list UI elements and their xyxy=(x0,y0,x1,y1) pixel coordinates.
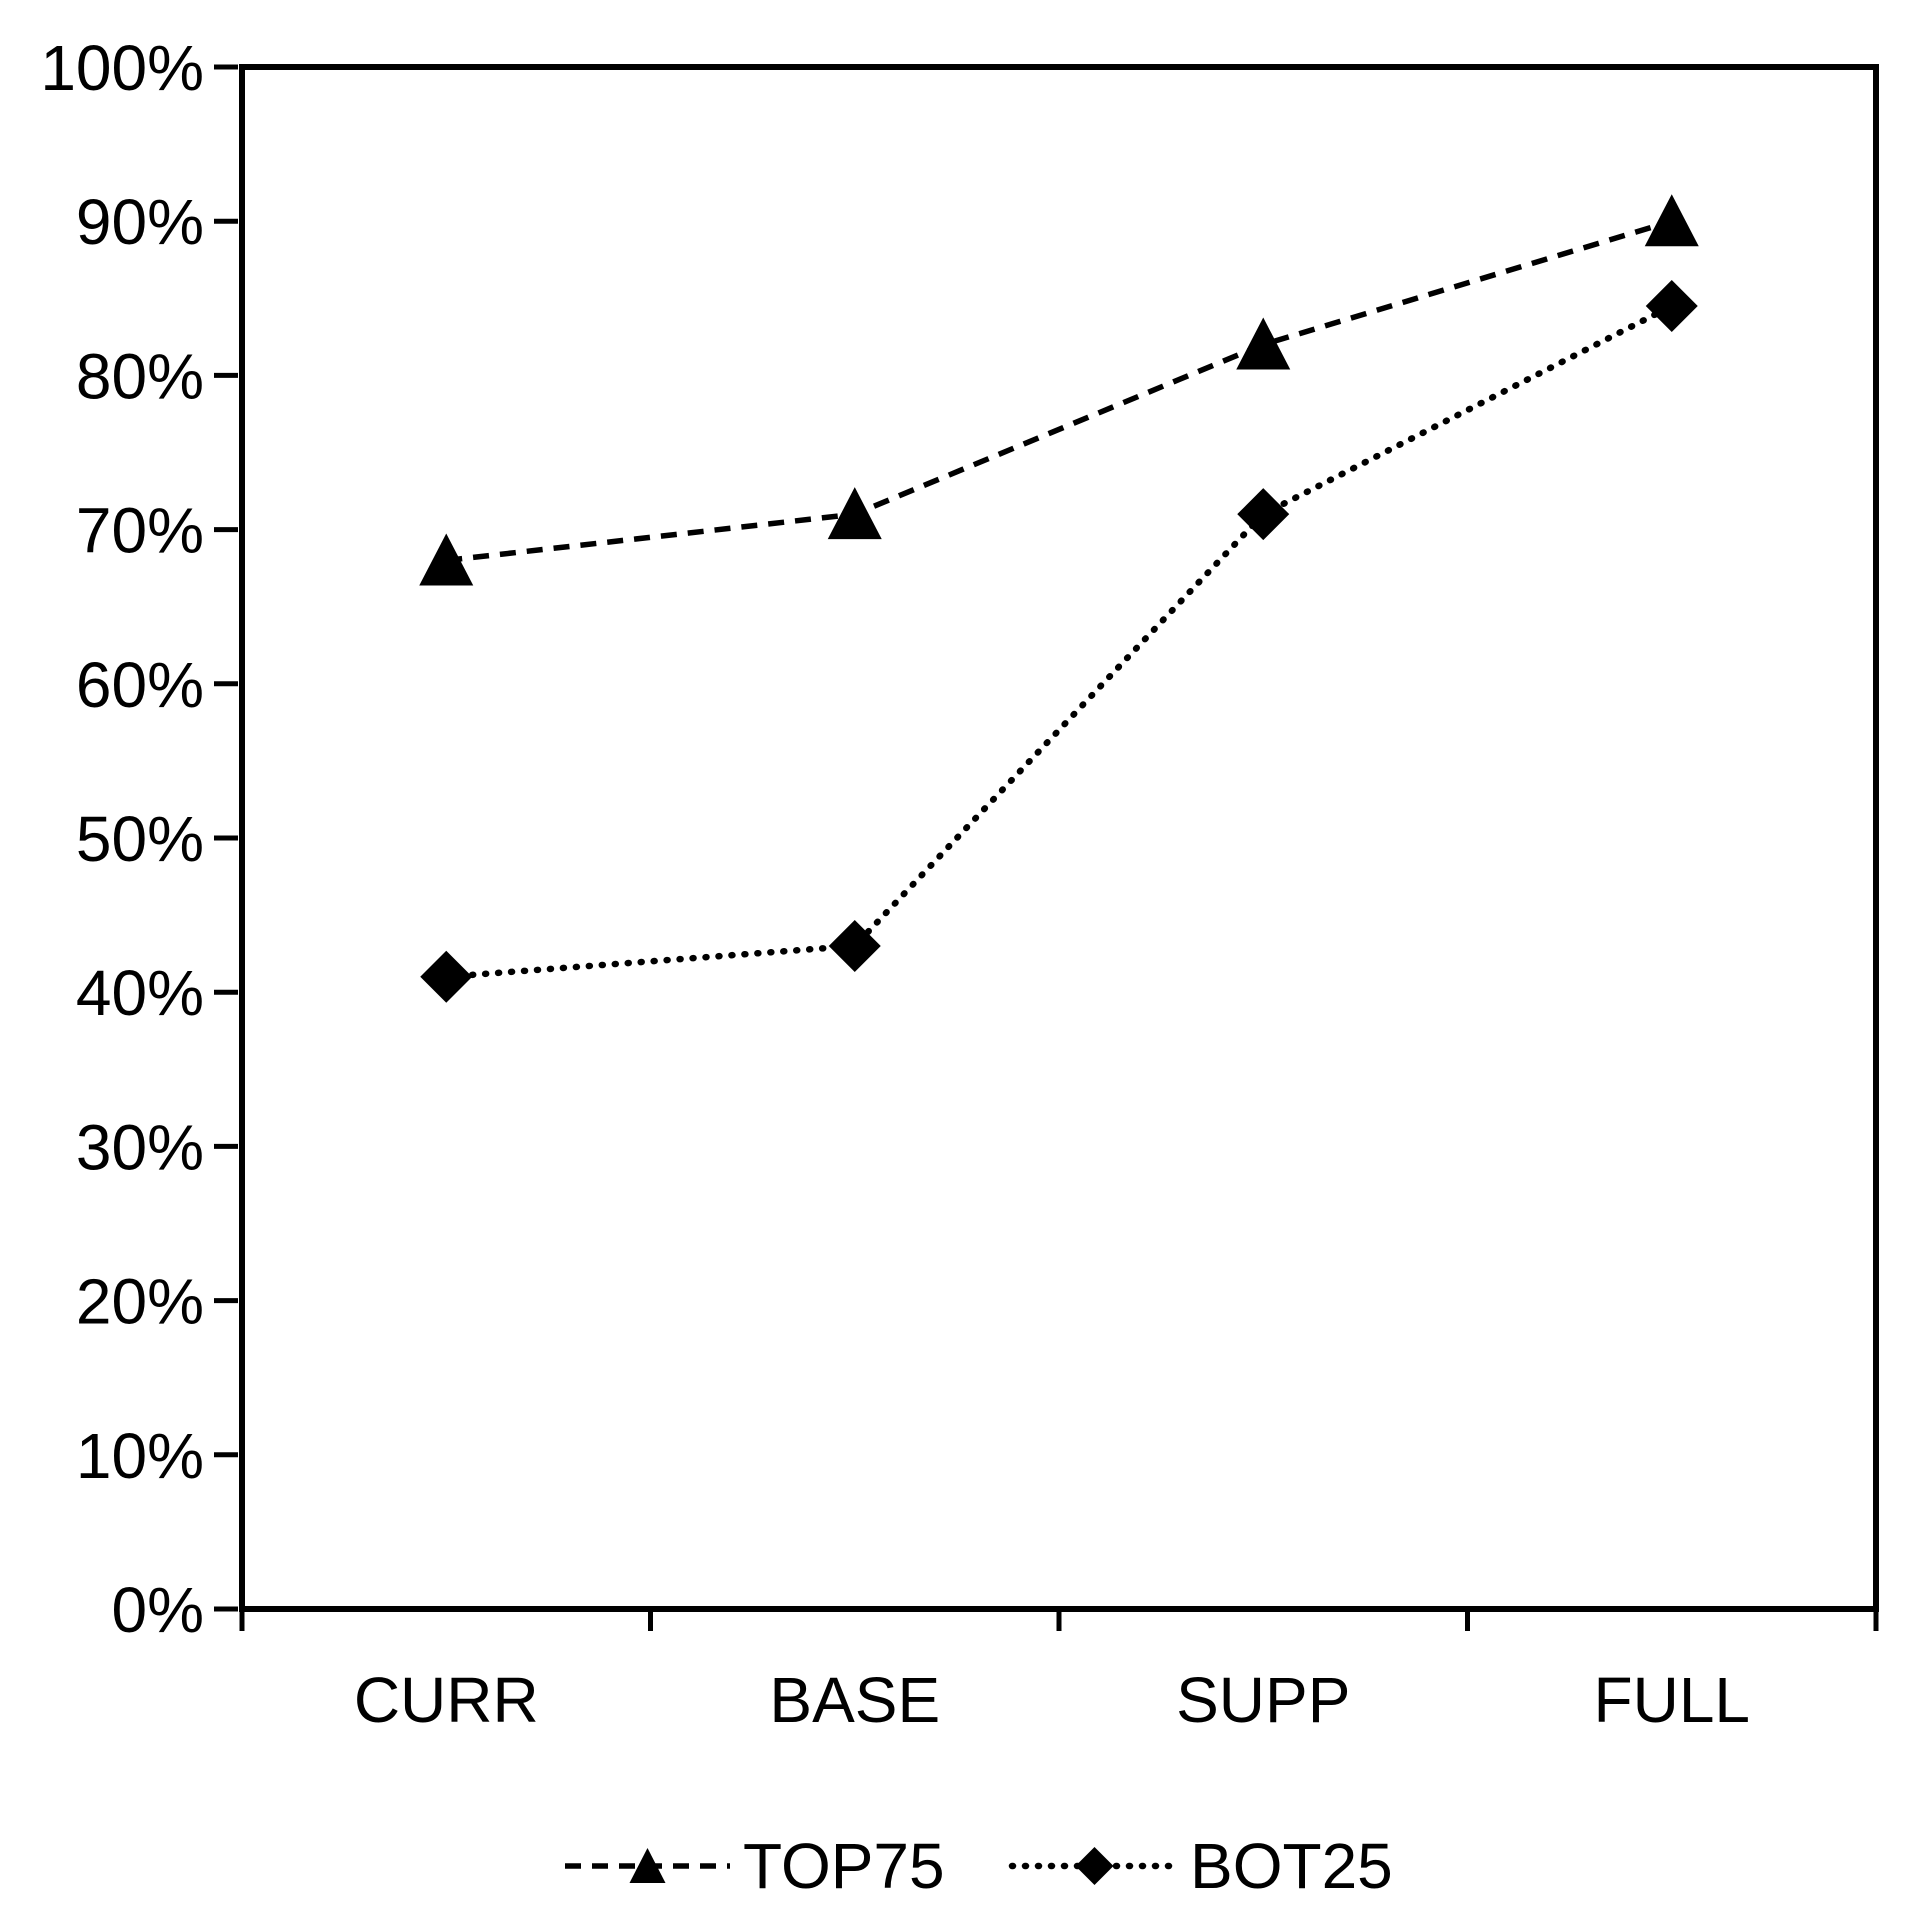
y-tick-label: 20% xyxy=(76,1266,204,1338)
series-top75 xyxy=(419,194,1699,586)
diamond-marker-icon xyxy=(1645,280,1698,333)
y-tick-label: 80% xyxy=(76,340,204,412)
legend-label-bot25: BOT25 xyxy=(1190,1830,1393,1902)
series-layer xyxy=(419,194,1699,1003)
y-tick-label: 90% xyxy=(76,186,204,258)
legend-label-top75: TOP75 xyxy=(743,1830,945,1902)
triangle-marker-icon xyxy=(1236,317,1291,370)
diamond-marker-icon xyxy=(1075,1847,1114,1885)
x-category-label: BASE xyxy=(769,1664,940,1736)
y-tick-label: 0% xyxy=(112,1574,205,1646)
x-category-label: CURR xyxy=(354,1664,539,1736)
triangle-marker-icon xyxy=(1644,194,1699,247)
triangle-marker-icon xyxy=(827,487,882,540)
legend-item-top75: TOP75 xyxy=(565,1830,945,1902)
y-tick-label: 10% xyxy=(76,1420,204,1492)
series-line-top75 xyxy=(445,218,1673,564)
y-tick-label: 40% xyxy=(76,957,204,1029)
triangle-marker-icon xyxy=(629,1848,666,1883)
diamond-marker-icon xyxy=(1237,488,1290,541)
x-axis: CURR BASE SUPP FULL xyxy=(239,1609,1879,1736)
y-tick-label: 100% xyxy=(40,32,204,104)
series-bot25 xyxy=(420,280,1698,1003)
x-category-label: SUPP xyxy=(1176,1664,1350,1736)
y-tick-label: 60% xyxy=(76,649,204,721)
series-line-bot25 xyxy=(443,302,1675,981)
diamond-marker-icon xyxy=(420,950,473,1003)
plot-area-border xyxy=(239,64,1879,1612)
y-tick-label: 30% xyxy=(76,1111,204,1183)
y-axis: 0% 10% 20% 30% 40% 50% 60% 70% 80% 90% 100% xyxy=(40,32,238,1646)
legend: TOP75 BOT25 xyxy=(565,1830,1393,1902)
triangle-marker-icon xyxy=(419,533,474,586)
diamond-marker-icon xyxy=(828,919,881,972)
y-tick-label: 70% xyxy=(76,495,204,567)
legend-item-bot25: BOT25 xyxy=(1008,1830,1393,1902)
y-tick-label: 50% xyxy=(76,803,204,875)
x-category-label: FULL xyxy=(1594,1664,1751,1736)
